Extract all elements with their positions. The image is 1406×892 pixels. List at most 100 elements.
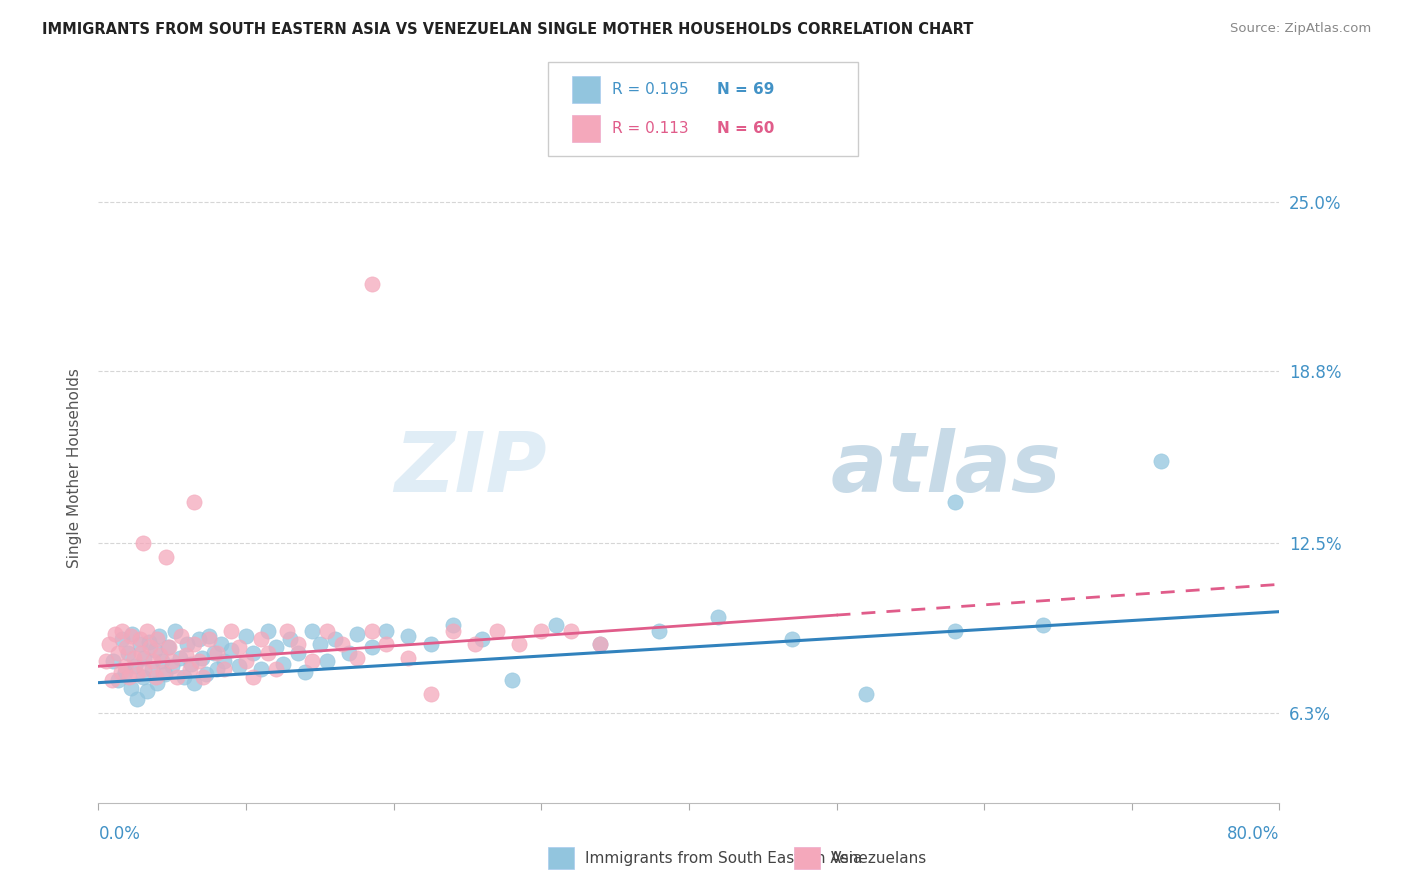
Point [276, 624, 298, 638]
Point [323, 632, 346, 646]
Point [202, 646, 225, 660]
Point [330, 637, 353, 651]
Point [179, 662, 201, 676]
Point [375, 637, 398, 651]
Point [271, 657, 294, 671]
Point [294, 665, 316, 679]
Point [115, 640, 138, 655]
Point [124, 659, 146, 673]
Point [166, 670, 188, 684]
Point [145, 670, 167, 684]
Point [419, 687, 441, 701]
Point [198, 632, 221, 646]
Point [471, 632, 494, 646]
Point [212, 662, 235, 676]
Point [191, 651, 214, 665]
Point [943, 495, 966, 509]
Point [156, 640, 179, 655]
Point [264, 662, 287, 676]
Point [118, 670, 141, 684]
Text: Immigrants from South Eastern Asia: Immigrants from South Eastern Asia [585, 851, 862, 865]
Text: N = 60: N = 60 [717, 121, 775, 136]
Point [250, 632, 273, 646]
Point [508, 637, 530, 651]
Point [257, 646, 280, 660]
Point [125, 692, 148, 706]
Point [100, 673, 122, 687]
Point [139, 640, 162, 655]
Point [441, 624, 464, 638]
Point [501, 673, 523, 687]
Point [1150, 454, 1173, 468]
Point [173, 670, 195, 684]
Text: R = 0.113: R = 0.113 [612, 121, 688, 136]
Point [107, 646, 129, 660]
Point [146, 675, 169, 690]
Point [464, 637, 486, 651]
Text: Venezuelans: Venezuelans [831, 851, 927, 865]
Point [128, 632, 150, 646]
Point [530, 624, 553, 638]
Point [198, 629, 221, 643]
Text: 80.0%: 80.0% [1227, 825, 1279, 843]
Point [205, 646, 228, 660]
Point [122, 651, 145, 665]
Point [187, 632, 209, 646]
Point [205, 662, 228, 676]
Point [132, 670, 155, 684]
Point [546, 618, 568, 632]
Point [209, 637, 232, 651]
Point [157, 640, 180, 655]
Point [346, 626, 368, 640]
Point [242, 670, 264, 684]
Point [97, 637, 120, 651]
Point [120, 629, 142, 643]
Point [219, 624, 242, 638]
Point [235, 629, 257, 643]
Point [120, 681, 142, 695]
Point [316, 654, 339, 668]
Point [134, 662, 156, 676]
Text: R = 0.195: R = 0.195 [612, 82, 688, 97]
Point [193, 670, 215, 684]
Text: atlas: atlas [831, 428, 1062, 508]
Text: 0.0%: 0.0% [98, 825, 141, 843]
Point [143, 643, 166, 657]
Point [114, 659, 136, 673]
Point [1032, 618, 1054, 632]
Point [174, 648, 197, 663]
Point [129, 646, 152, 660]
Point [142, 654, 165, 668]
Point [782, 632, 804, 646]
Point [396, 629, 419, 643]
Point [153, 667, 176, 681]
Point [136, 624, 159, 638]
Point [121, 626, 143, 640]
Point [419, 637, 441, 651]
Point [301, 624, 323, 638]
Point [855, 687, 877, 701]
Point [228, 640, 250, 655]
Point [287, 637, 309, 651]
Point [148, 629, 170, 643]
Point [176, 637, 198, 651]
Point [136, 683, 159, 698]
Point [316, 624, 339, 638]
Point [486, 624, 509, 638]
Point [360, 624, 382, 638]
Point [141, 662, 163, 676]
Point [162, 654, 183, 668]
Point [169, 651, 191, 665]
Point [648, 624, 671, 638]
Text: ZIP: ZIP [395, 428, 547, 508]
Point [287, 646, 309, 660]
Point [111, 632, 134, 646]
Point [589, 637, 612, 651]
Point [943, 624, 966, 638]
Point [242, 646, 264, 660]
Point [183, 495, 205, 509]
Point [117, 646, 139, 660]
Point [257, 624, 280, 638]
Point [301, 654, 323, 668]
Point [441, 618, 464, 632]
